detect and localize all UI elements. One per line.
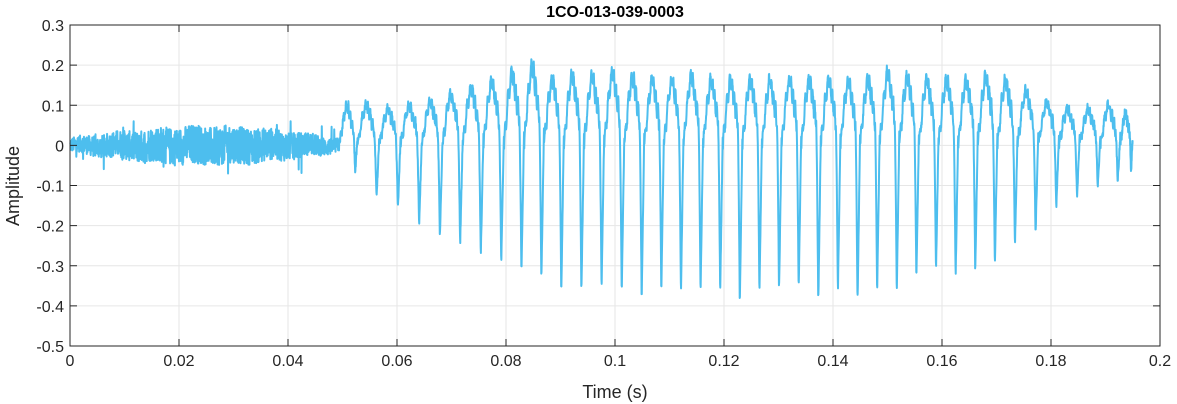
y-tick-label: 0.1 xyxy=(42,98,64,115)
x-tick-label: 0.08 xyxy=(490,353,521,370)
y-tick-label: -0.1 xyxy=(36,179,64,196)
x-tick-label: 0.04 xyxy=(272,353,303,370)
y-axis-label: Amplitude xyxy=(3,146,23,226)
y-tick-label: -0.3 xyxy=(36,259,64,276)
x-tick-label: 0.2 xyxy=(1149,353,1171,370)
y-tick-label: -0.5 xyxy=(36,339,64,356)
x-tick-label: 0.02 xyxy=(163,353,194,370)
plot-area: 0 0.02 0.04 0.06 0.08 0.1 0.12 0.14 0.16 0.18 0.2 … xyxy=(36,18,1171,370)
x-tick-label: 0.16 xyxy=(926,353,957,370)
waveform-series xyxy=(69,58,1134,299)
x-axis-ticks: 0 0.02 0.04 0.06 0.08 0.1 0.12 0.14 0.16 0.18 0.2 xyxy=(66,25,1171,370)
y-tick-label: 0.2 xyxy=(42,58,64,75)
waveform-line xyxy=(69,58,1134,299)
x-tick-label: 0.06 xyxy=(381,353,412,370)
y-tick-label: 0.3 xyxy=(42,18,64,35)
y-tick-label: -0.4 xyxy=(36,299,64,316)
x-tick-label: 0.1 xyxy=(604,353,626,370)
x-axis-label: Time (s) xyxy=(582,382,647,402)
chart-title: 1CO-013-039-0003 xyxy=(546,4,684,21)
x-tick-label: 0.12 xyxy=(708,353,739,370)
y-axis-ticks: -0.5 -0.4 -0.3 -0.2 -0.1 0 0.1 0.2 0.3 xyxy=(36,18,1160,356)
y-tick-label: -0.2 xyxy=(36,219,64,236)
y-tick-label: 0 xyxy=(55,138,64,155)
x-tick-label: 0.18 xyxy=(1035,353,1066,370)
x-tick-label: 0 xyxy=(66,353,75,370)
x-tick-label: 0.14 xyxy=(817,353,848,370)
